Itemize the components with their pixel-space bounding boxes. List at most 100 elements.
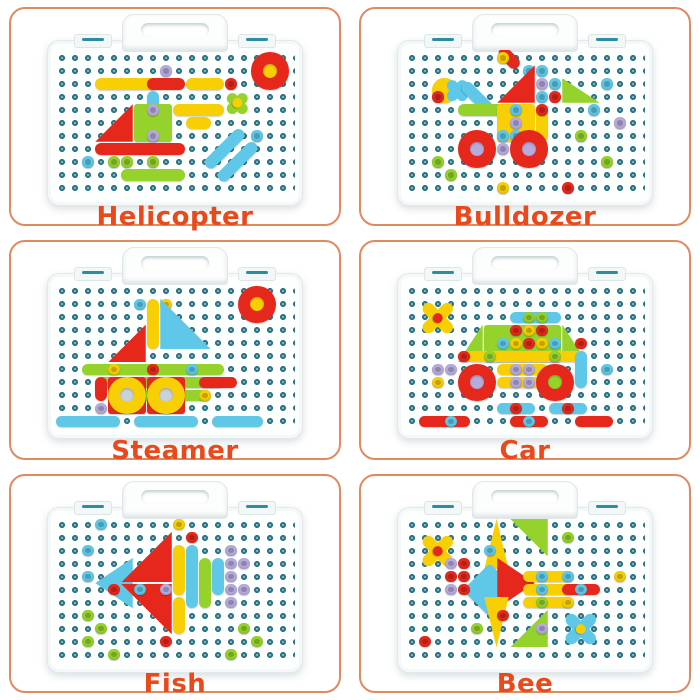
peg-piece-peg (445, 570, 457, 583)
case-handle (472, 14, 578, 52)
peg-piece-bar (56, 415, 120, 428)
peg-piece-peg (601, 156, 613, 168)
peg-piece-tri (95, 104, 133, 142)
peg-piece-peg (225, 583, 237, 596)
peg-piece-bar (147, 91, 159, 116)
toy-case (397, 14, 653, 206)
case-handle (472, 247, 578, 286)
peg-piece-peg (523, 337, 535, 350)
peg-piece-peg (160, 65, 172, 77)
peg-piece-peg (147, 363, 159, 376)
peg-piece-peg (614, 570, 626, 583)
peg-piece-peg (523, 363, 535, 376)
peg-piece-peg (147, 104, 159, 116)
peg-piece-bar (147, 298, 159, 350)
panel-border (359, 7, 691, 227)
peg-piece-peg (432, 363, 444, 376)
peg-piece-bar (510, 311, 561, 324)
peg-piece-peg (95, 518, 107, 531)
peg-piece-peg (497, 143, 509, 155)
peg-piece-peg (82, 635, 94, 648)
peg-piece-peg (225, 570, 237, 583)
peg-piece-bar (134, 415, 198, 428)
peg-piece-x (220, 86, 255, 121)
peg-piece-peg (432, 156, 444, 168)
peg-piece-bar (173, 596, 185, 635)
toy-case (47, 14, 303, 206)
peg-piece-peg (510, 104, 522, 116)
peg-piece-peg (484, 544, 496, 557)
panel-border (9, 240, 341, 460)
peg-piece-peg (121, 156, 133, 168)
peg-piece-bar (523, 570, 574, 583)
peg-piece-peg (536, 311, 548, 324)
peg-piece-tri (484, 596, 509, 648)
peg-piece-peg (134, 583, 146, 596)
peg-piece-peg (497, 337, 509, 350)
peg-piece-peg (523, 376, 535, 389)
peg-piece-x (411, 291, 464, 344)
peg-piece-bar (575, 415, 613, 428)
peg-piece-peg (510, 324, 522, 337)
peg-piece-bar (523, 583, 574, 596)
peg-piece-peg (82, 609, 94, 622)
peg-piece-bar (173, 104, 224, 116)
panel-fish: Fish (0, 466, 350, 700)
peg-piece-x (411, 524, 464, 577)
peg-piece-bar (173, 544, 185, 596)
peg-piece-peg (562, 596, 574, 609)
peg-piece-peg (419, 635, 431, 648)
case-latch-icon (424, 34, 462, 48)
peg-piece-peg (523, 311, 535, 324)
peg-piece-peg (549, 337, 561, 350)
peg-piece-bar (419, 415, 470, 428)
peg-piece-peg (510, 402, 522, 415)
peg-piece-peg (510, 337, 522, 350)
peg-piece-bar (458, 104, 509, 116)
pegboard (55, 283, 295, 430)
peg-piece-peg (549, 78, 561, 90)
peg-piece-bar (575, 350, 587, 389)
peg-piece-peg (510, 376, 522, 389)
peg-piece-peg (562, 182, 574, 194)
peg-piece-peg (536, 91, 548, 103)
pegboard (55, 516, 295, 663)
peg-piece-bar (458, 350, 587, 363)
peg-piece-peg (536, 622, 548, 635)
peg-piece-disc (238, 285, 276, 324)
peg-piece-bar (212, 415, 263, 428)
peg-piece-peg (536, 104, 548, 116)
peg-piece-peg (497, 609, 509, 622)
case-latch-icon (588, 500, 626, 515)
peg-piece-peg (251, 130, 263, 142)
case-latch-icon (238, 267, 276, 282)
peg-piece-bar (121, 169, 185, 181)
peg-piece-peg (199, 389, 211, 402)
peg-piece-peg (251, 635, 263, 648)
peg-piece-peg (445, 557, 457, 570)
panel-car: Car (350, 233, 700, 467)
peg-piece-peg (536, 324, 548, 337)
peg-piece-x (554, 602, 607, 655)
peg-piece-tri (160, 298, 211, 350)
case-latch-icon (238, 34, 276, 48)
peg-piece-bar (497, 376, 548, 389)
peg-piece-peg (458, 557, 470, 570)
peg-piece-peg (445, 363, 457, 376)
peg-piece-disc (536, 363, 574, 402)
peg-piece-peg (458, 583, 470, 596)
peg-piece-peg (536, 570, 548, 583)
panel-label: Fish (143, 668, 207, 699)
peg-piece-peg (134, 298, 146, 311)
peg-piece-peg (147, 156, 159, 168)
peg-piece-peg (160, 635, 172, 648)
peg-piece-peg (575, 337, 587, 350)
peg-piece-peg (523, 324, 535, 337)
peg-piece-bar (186, 78, 224, 90)
case-latch-icon (588, 34, 626, 48)
panel-label: Bulldozer (453, 202, 597, 233)
peg-piece-peg (147, 130, 159, 142)
toy-case (47, 247, 303, 440)
peg-piece-peg (523, 415, 535, 428)
